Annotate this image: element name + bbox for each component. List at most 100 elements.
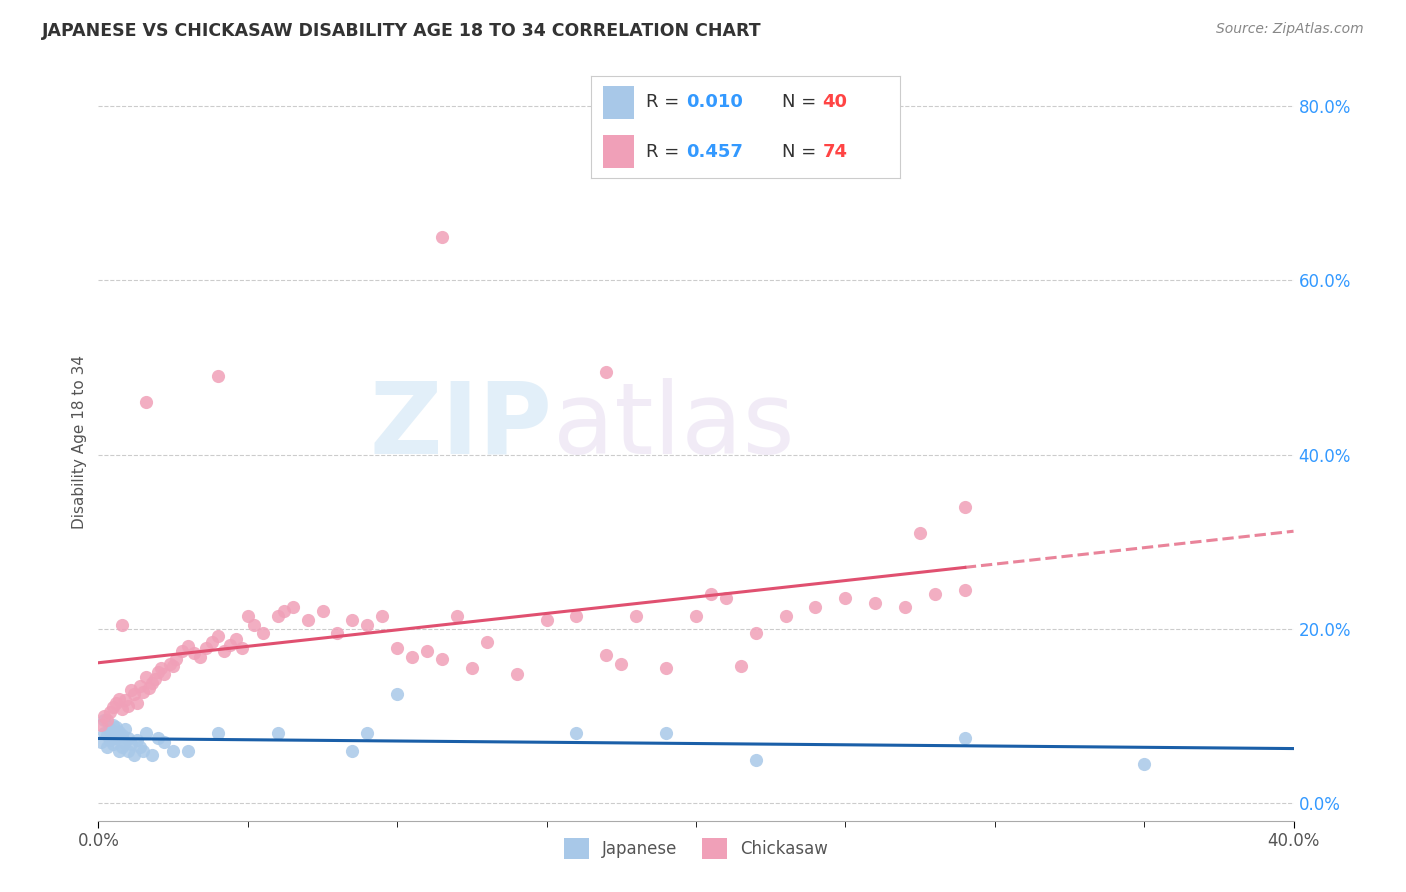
Y-axis label: Disability Age 18 to 34: Disability Age 18 to 34 xyxy=(72,354,87,529)
Point xyxy=(416,643,439,657)
Point xyxy=(385,641,409,656)
Point xyxy=(565,726,588,740)
Point xyxy=(745,753,768,767)
Text: N =: N = xyxy=(782,94,823,112)
Point xyxy=(90,735,112,749)
Point xyxy=(595,648,617,662)
Point xyxy=(610,657,633,671)
Point xyxy=(219,638,242,652)
Point xyxy=(655,726,678,740)
Point xyxy=(730,658,752,673)
Text: R =: R = xyxy=(647,94,685,112)
Point xyxy=(150,661,173,675)
Point xyxy=(953,500,976,514)
Point xyxy=(243,617,266,632)
Point xyxy=(236,608,259,623)
Text: ZIP: ZIP xyxy=(370,378,553,475)
Text: atlas: atlas xyxy=(553,378,794,475)
Point xyxy=(93,714,115,728)
Point xyxy=(138,681,160,695)
Point xyxy=(207,629,229,643)
Point xyxy=(273,605,295,619)
Point xyxy=(536,613,558,627)
Point xyxy=(775,608,797,623)
Point xyxy=(356,726,378,740)
Point xyxy=(385,687,409,701)
Point xyxy=(183,646,205,660)
Point xyxy=(103,718,125,732)
Point xyxy=(111,739,134,754)
Point xyxy=(177,744,200,758)
Point xyxy=(98,705,122,719)
Point xyxy=(141,748,163,763)
Point xyxy=(595,365,617,379)
Point xyxy=(172,643,194,657)
Point xyxy=(98,722,122,736)
Point xyxy=(430,652,453,666)
Point xyxy=(894,600,917,615)
Point xyxy=(132,744,155,758)
Point xyxy=(188,649,211,664)
Point xyxy=(96,739,118,754)
Point xyxy=(212,643,235,657)
Point xyxy=(401,649,423,664)
Point xyxy=(342,744,364,758)
Point xyxy=(111,728,134,742)
Legend: Japanese, Chickasaw: Japanese, Chickasaw xyxy=(557,831,835,865)
Point xyxy=(252,626,274,640)
Text: 40: 40 xyxy=(823,94,848,112)
Point xyxy=(105,719,128,733)
Point xyxy=(865,596,887,610)
Point xyxy=(127,696,149,710)
Point xyxy=(90,718,112,732)
Point xyxy=(124,748,146,763)
Point xyxy=(111,617,134,632)
Point xyxy=(114,735,136,749)
Point xyxy=(165,652,187,666)
Point xyxy=(141,676,163,690)
Point xyxy=(342,613,364,627)
Point xyxy=(153,667,176,681)
Point xyxy=(96,714,118,728)
Point xyxy=(201,635,224,649)
Point xyxy=(1133,756,1156,771)
Point xyxy=(804,600,827,615)
Point xyxy=(148,731,170,745)
Point xyxy=(430,229,453,244)
Point xyxy=(93,726,115,740)
Point xyxy=(446,608,468,623)
Point xyxy=(159,657,181,671)
Point xyxy=(626,608,648,623)
Point xyxy=(129,739,152,754)
Text: Source: ZipAtlas.com: Source: ZipAtlas.com xyxy=(1216,22,1364,37)
Text: 74: 74 xyxy=(823,143,848,161)
Point xyxy=(953,582,976,597)
Point xyxy=(953,731,976,745)
Point xyxy=(129,679,152,693)
Point xyxy=(124,687,146,701)
Point xyxy=(135,670,157,684)
Point xyxy=(120,737,142,751)
Point xyxy=(120,682,142,697)
Text: R =: R = xyxy=(647,143,685,161)
Point xyxy=(108,691,131,706)
Point xyxy=(162,658,184,673)
Point xyxy=(117,698,139,713)
Point xyxy=(108,724,131,739)
Point xyxy=(297,613,319,627)
Point xyxy=(475,635,498,649)
Point xyxy=(93,709,115,723)
Text: 0.457: 0.457 xyxy=(686,143,744,161)
Point xyxy=(924,587,946,601)
Point xyxy=(267,608,290,623)
Point xyxy=(225,632,247,647)
Point xyxy=(127,733,149,747)
Point xyxy=(103,700,125,714)
Point xyxy=(281,600,304,615)
Point xyxy=(834,591,856,606)
Point xyxy=(143,673,166,687)
Text: N =: N = xyxy=(782,143,823,161)
FancyBboxPatch shape xyxy=(603,136,634,168)
Point xyxy=(148,665,170,680)
Point xyxy=(745,626,768,640)
